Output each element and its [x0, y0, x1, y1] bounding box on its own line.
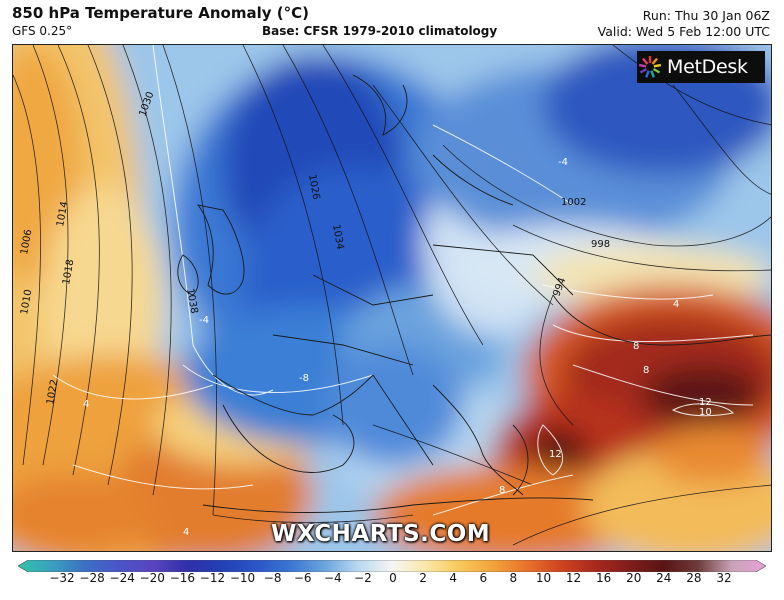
colorbar-tick-label: −24	[109, 571, 135, 585]
colorbar-tick-label: −32	[49, 571, 75, 585]
isobar-label: 998	[591, 239, 610, 250]
colorbar-tick-label: −6	[293, 571, 312, 585]
anomaly-label: 4	[673, 299, 679, 310]
anomaly-label: 8	[643, 365, 649, 376]
colorbar-tick-label: 12	[565, 571, 582, 585]
anomaly-label: -4	[558, 157, 568, 168]
anomaly-label: 10	[699, 407, 712, 418]
isobar-label: 1010	[19, 289, 34, 316]
anomaly-label: -8	[299, 373, 309, 384]
colorbar-tick-label: 24	[656, 571, 672, 585]
colorbar-tick-label: −4	[323, 571, 342, 585]
colorbar-tick-label: −16	[169, 571, 196, 585]
colorbar-tick-label: 32	[716, 571, 732, 585]
colorbar-tick-label: −28	[79, 571, 105, 585]
anomaly-field	[13, 45, 771, 551]
colorbar-tick-label: 2	[419, 571, 427, 585]
anomaly-label: 8	[499, 485, 505, 496]
metdesk-logo: MetDesk	[637, 51, 765, 83]
colorbar-tick-label: −2	[354, 571, 372, 585]
isobar-label: 1026	[306, 174, 321, 201]
wxcharts-watermark: WXCHARTS.COM	[271, 521, 491, 547]
colorbar-tick-label: 8	[509, 571, 518, 585]
isobar-label: 1006	[19, 229, 34, 256]
isobar-lines	[13, 45, 771, 546]
anomaly-label: 12	[699, 397, 712, 408]
anomaly-contours	[52, 45, 754, 516]
anomaly-label: 4	[83, 399, 89, 410]
metdesk-logo-text: MetDesk	[667, 56, 748, 78]
anomaly-label: 4	[183, 527, 189, 538]
coastlines	[177, 74, 771, 513]
colorbar-tick-label: −8	[263, 571, 282, 585]
isobar-label: 1022	[45, 379, 60, 406]
run-time-label: Run: Thu 30 Jan 06Z	[642, 8, 770, 23]
colorbar-tick-label: 20	[626, 571, 642, 585]
chart-title: 850 hPa Temperature Anomaly (°C)	[12, 4, 309, 22]
valid-time-label: Valid: Wed 5 Feb 12:00 UTC	[597, 24, 770, 39]
colorbar-tick-label: 10	[535, 571, 552, 585]
isobar-label: 1034	[330, 224, 345, 251]
starburst-logo-icon	[638, 56, 662, 78]
isobar-label: 1018	[61, 259, 76, 286]
colorbar-tick-label: 6	[479, 571, 488, 585]
anomaly-label: 8	[633, 341, 639, 352]
colorbar-tick-label: −20	[139, 571, 165, 585]
anomaly-map: 1030 1026 1022 1018 1014 1010 1006 1002 …	[12, 44, 772, 552]
colorbar-tick-label: 16	[595, 571, 612, 585]
colorbar-tick-label: −12	[199, 571, 226, 585]
climatology-base-label: Base: CFSR 1979-2010 climatology	[262, 24, 498, 38]
colorbar-tick-labels: −32 −28 −24 −20 −16 −12 −10 −8 −6 −4 −2 0 2 4 6 8 10 12 16…	[0, 571, 784, 591]
anomaly-labels: -8 -4 -4 4 4 4 8 8 8 12 10 12	[83, 157, 712, 538]
colorbar-tick-label: 4	[449, 571, 457, 585]
anomaly-label: 12	[549, 449, 562, 460]
colorbar-tick-label: −10	[229, 571, 256, 585]
colorbar-tick-label: 0	[389, 571, 397, 585]
colorbar	[17, 557, 767, 573]
isobar-label: 1014	[55, 201, 70, 228]
isobar-label: 1038	[184, 288, 199, 315]
colorbar-tick-label: 28	[686, 571, 702, 585]
isobar-label: 1002	[561, 197, 586, 208]
model-label: GFS 0.25°	[12, 24, 73, 38]
anomaly-label: -4	[199, 315, 209, 326]
